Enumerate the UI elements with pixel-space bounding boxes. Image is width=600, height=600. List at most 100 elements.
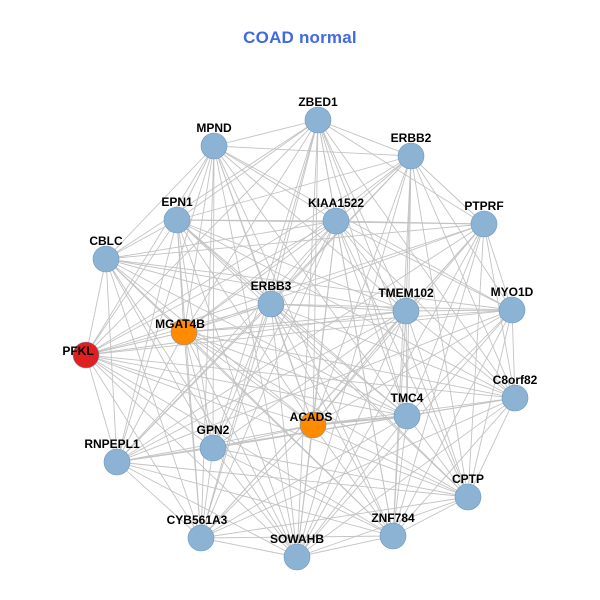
edge-MYO1D-C8orf82	[511, 309, 516, 399]
edge-CPTP-SOWAHB	[296, 496, 469, 558]
edge-PFKL-TMC4	[85, 354, 408, 417]
edge-MPND-MYO1D	[213, 145, 513, 311]
node-label-ERBB3: ERBB3	[251, 279, 292, 293]
node-label-RNPEPL1: RNPEPL1	[84, 437, 140, 451]
edge-TMC4-CYB561A3	[200, 415, 408, 539]
edge-ZBED1-ERBB3	[270, 119, 319, 305]
edge-ERBB3-MYO1D	[270, 303, 513, 311]
edge-ERBB2-ZNF784	[392, 155, 412, 537]
edge-KIAA1522-CPTP	[335, 220, 469, 498]
edge-RNPEPL1-CPTP	[116, 461, 469, 498]
edge-TMC4-ZNF784	[392, 415, 408, 537]
edge-ERBB2-EPN1	[176, 155, 412, 221]
edge-TMEM102-SOWAHB	[296, 310, 407, 558]
edge-ERBB2-CPTP	[410, 155, 469, 498]
edge-MPND-CBLC	[105, 145, 215, 260]
edge-CBLC-SOWAHB	[105, 258, 298, 558]
node-ERBB2	[397, 142, 425, 170]
edge-TMEM102-ACADS	[312, 310, 407, 426]
edge-PFKL-RNPEPL1	[85, 354, 118, 463]
node-KIAA1522	[322, 207, 350, 235]
edge-PTPRF-PFKL	[85, 223, 485, 356]
edge-TMEM102-MYO1D	[405, 309, 513, 312]
edge-MPND-GPN2	[212, 145, 215, 449]
node-CBLC	[92, 245, 120, 273]
edge-ZBED1-PTPRF	[317, 119, 485, 225]
edge-TMEM102-MGAT4B	[183, 310, 407, 333]
node-CPTP	[454, 483, 482, 511]
edge-PTPRF-CPTP	[467, 223, 485, 498]
edge-TMC4-SOWAHB	[296, 415, 408, 558]
edge-EPN1-CBLC	[105, 219, 178, 260]
edge-CBLC-CYB561A3	[105, 258, 202, 539]
edge-GPN2-CPTP	[212, 447, 469, 498]
edge-MYO1D-PFKL	[85, 309, 513, 356]
edge-CBLC-TMEM102	[105, 258, 407, 312]
node-label-SOWAHB: SOWAHB	[270, 532, 324, 546]
edge-KIAA1522-RNPEPL1	[116, 220, 337, 463]
edge-EPN1-TMEM102	[176, 219, 407, 312]
node-label-KIAA1522: KIAA1522	[308, 196, 364, 210]
node-MYO1D	[498, 296, 526, 324]
edge-ACADS-ZNF784	[312, 424, 394, 537]
edge-MGAT4B-CYB561A3	[183, 331, 202, 539]
node-PFKL	[72, 341, 100, 369]
node-MPND	[200, 132, 228, 160]
node-label-ZNF784: ZNF784	[371, 511, 415, 525]
node-label-C8orf82: C8orf82	[493, 373, 538, 387]
node-label-MGAT4B: MGAT4B	[155, 317, 205, 331]
node-label-ZBED1: ZBED1	[298, 95, 338, 109]
edge-C8orf82-ZNF784	[392, 397, 516, 537]
chart-title: COAD normal	[243, 28, 357, 47]
edge-MYO1D-RNPEPL1	[116, 309, 513, 463]
edge-ERBB3-ACADS	[270, 303, 314, 426]
edge-GPN2-RNPEPL1	[116, 447, 214, 463]
node-label-ERBB2: ERBB2	[391, 131, 432, 145]
node-label-TMEM102: TMEM102	[378, 286, 434, 300]
edge-TMC4-RNPEPL1	[116, 415, 408, 463]
edge-ZBED1-EPN1	[176, 119, 319, 221]
edge-GPN2-CYB561A3	[200, 447, 214, 539]
edge-CBLC-MYO1D	[105, 258, 513, 311]
edge-MPND-TMEM102	[213, 145, 407, 312]
edge-ZNF784-CYB561A3	[200, 535, 394, 539]
edge-ERBB2-KIAA1522	[335, 155, 412, 222]
node-label-EPN1: EPN1	[161, 195, 193, 209]
edge-ZBED1-C8orf82	[317, 119, 516, 399]
node-EPN1	[163, 206, 191, 234]
node-label-MYO1D: MYO1D	[491, 285, 534, 299]
edge-TMC4-ACADS	[312, 415, 408, 426]
edge-ERBB3-GPN2	[212, 303, 272, 449]
edge-RNPEPL1-CYB561A3	[116, 461, 202, 539]
edge-ERBB3-CPTP	[270, 303, 469, 498]
node-TMC4	[393, 402, 421, 430]
edge-ERBB3-TMC4	[270, 303, 408, 417]
edge-TMEM102-CPTP	[405, 310, 469, 498]
node-label-CBLC: CBLC	[89, 234, 123, 248]
edge-KIAA1522-CBLC	[105, 220, 337, 260]
edge-CPTP-CYB561A3	[200, 496, 469, 539]
node-C8orf82	[501, 384, 529, 412]
edge-PFKL-GPN2	[85, 354, 214, 449]
edge-MPND-PFKL	[85, 145, 215, 356]
edge-PTPRF-TMC4	[406, 223, 485, 417]
edge-ERBB2-PFKL	[85, 155, 412, 356]
edge-MYO1D-ACADS	[312, 309, 513, 426]
edge-CBLC-RNPEPL1	[105, 258, 118, 463]
edge-KIAA1522-TMEM102	[335, 220, 407, 312]
edge-TMEM102-C8orf82	[405, 310, 516, 399]
edge-KIAA1522-MYO1D	[335, 220, 513, 311]
node-SOWAHB	[283, 543, 311, 571]
edge-GPN2-SOWAHB	[212, 447, 298, 558]
edge-MPND-RNPEPL1	[116, 145, 215, 463]
edge-TMEM102-TMC4	[405, 310, 408, 417]
edge-MGAT4B-CPTP	[183, 331, 469, 498]
edge-MYO1D-CPTP	[467, 309, 513, 498]
edge-ERBB3-ZNF784	[270, 303, 394, 537]
edge-CBLC-ERBB3	[105, 258, 272, 305]
edge-MPND-SOWAHB	[213, 145, 298, 558]
edge-MGAT4B-SOWAHB	[183, 331, 298, 558]
edge-ERBB2-TMC4	[406, 155, 412, 417]
edge-KIAA1522-PTPRF	[335, 220, 485, 225]
edge-TMEM102-PFKL	[85, 310, 407, 356]
